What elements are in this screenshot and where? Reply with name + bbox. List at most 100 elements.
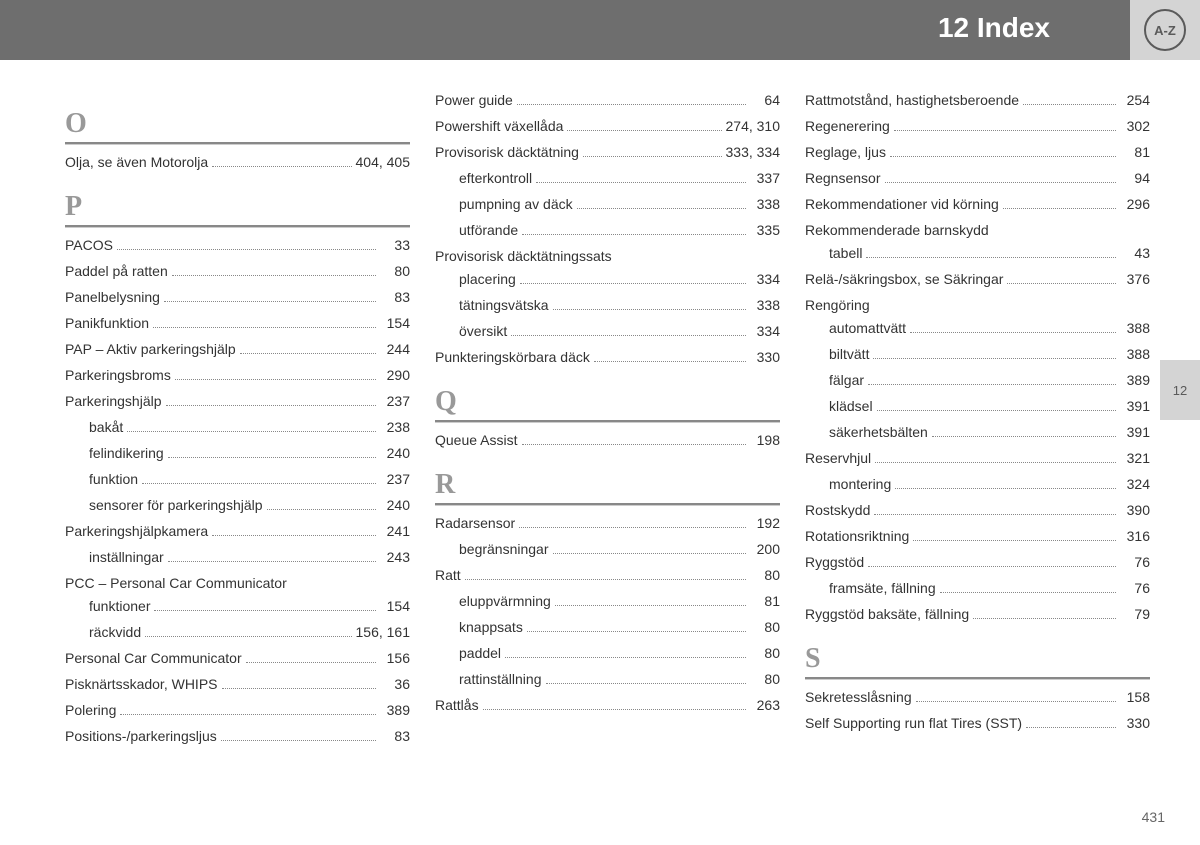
index-subentry: bakåt238 <box>65 417 410 438</box>
entry-label: paddel <box>459 643 501 664</box>
entry-label: begränsningar <box>459 539 549 560</box>
entry-label: rattinställning <box>459 669 542 690</box>
entry-page: 154 <box>380 596 410 617</box>
entry-label: Radarsensor <box>435 513 515 534</box>
entry-page: 33 <box>380 235 410 256</box>
index-subentry: funktioner 154 <box>65 596 410 617</box>
index-subentry: fälgar389 <box>805 370 1150 391</box>
entry-label: inställningar <box>89 547 164 568</box>
index-subentry: placering334 <box>435 269 780 290</box>
entry-label: efterkontroll <box>459 168 532 189</box>
entry-label: utförande <box>459 220 518 241</box>
index-subentry: tabell43 <box>805 243 1150 264</box>
dot-leader <box>916 701 1116 702</box>
index-entry: Positions-/parkeringsljus83 <box>65 726 410 747</box>
dot-leader <box>465 579 746 580</box>
entry-page: 237 <box>380 469 410 490</box>
section-letter: S <box>805 643 1150 675</box>
entry-page: 238 <box>380 417 410 438</box>
entry-label: sensorer för parkeringshjälp <box>89 495 263 516</box>
entry-page: 338 <box>750 194 780 215</box>
index-entry: Reglage, ljus81 <box>805 142 1150 163</box>
entry-label: Relä-/säkringsbox, se Säkringar <box>805 269 1003 290</box>
dot-leader <box>145 636 351 637</box>
dot-leader <box>505 657 746 658</box>
dot-leader <box>895 488 1116 489</box>
entry-label: Parkeringsbroms <box>65 365 171 386</box>
index-entry: Regnsensor94 <box>805 168 1150 189</box>
entry-page: 404, 405 <box>356 152 411 173</box>
entry-label: Olja, se även Motorolja <box>65 152 208 173</box>
index-subentry: säkerhetsbälten391 <box>805 422 1150 443</box>
entry-page: 321 <box>1120 448 1150 469</box>
dot-leader <box>127 431 376 432</box>
entry-page: 390 <box>1120 500 1150 521</box>
dot-leader <box>868 566 1116 567</box>
entry-page: 43 <box>1120 243 1150 264</box>
index-entry: Panelbelysning 83 <box>65 287 410 308</box>
entry-label: funktioner <box>89 596 150 617</box>
dot-leader <box>153 327 376 328</box>
entry-page: 240 <box>380 443 410 464</box>
entry-label: Queue Assist <box>435 430 518 451</box>
dot-leader <box>154 610 376 611</box>
entry-label: Personal Car Communicator <box>65 648 242 669</box>
entry-page: 94 <box>1120 168 1150 189</box>
entry-label: automattvätt <box>829 318 906 339</box>
entry-page: 80 <box>750 669 780 690</box>
index-column: Power guide64Powershift växellåda274, 31… <box>435 90 780 752</box>
entry-label: biltvätt <box>829 344 869 365</box>
side-chapter-tab: 12 <box>1160 360 1200 420</box>
entry-page: 83 <box>380 287 410 308</box>
dot-leader <box>142 483 376 484</box>
entry-label: Self Supporting run flat Tires (SST) <box>805 713 1022 734</box>
entry-page: 244 <box>380 339 410 360</box>
dot-leader <box>885 182 1117 183</box>
index-entry: Sekretesslåsning158 <box>805 687 1150 708</box>
entry-page: 76 <box>1120 552 1150 573</box>
header-badge-box: A-Z <box>1130 0 1200 60</box>
index-subentry: pumpning av däck338 <box>435 194 780 215</box>
header-title: 12 Index <box>938 12 1050 44</box>
index-subentry: sensorer för parkeringshjälp 240 <box>65 495 410 516</box>
section-letter: Q <box>435 386 780 418</box>
entry-label: Reglage, ljus <box>805 142 886 163</box>
index-subentry: begränsningar 200 <box>435 539 780 560</box>
entry-page: 330 <box>750 347 780 368</box>
dot-leader <box>894 130 1116 131</box>
index-entry: Regenerering302 <box>805 116 1150 137</box>
entry-page: 334 <box>750 269 780 290</box>
entry-label: Panelbelysning <box>65 287 160 308</box>
entry-page: 335 <box>750 220 780 241</box>
dot-leader <box>913 540 1116 541</box>
index-entry: Personal Car Communicator 156 <box>65 648 410 669</box>
dot-leader <box>873 358 1116 359</box>
index-entry: Parkeringshjälp237 <box>65 391 410 412</box>
entry-page: 240 <box>380 495 410 516</box>
entry-page: 156 <box>380 648 410 669</box>
entry-label: klädsel <box>829 396 873 417</box>
dot-leader <box>267 509 376 510</box>
dot-leader <box>1026 727 1116 728</box>
section-divider <box>435 503 780 505</box>
dot-leader <box>1003 208 1116 209</box>
dot-leader <box>168 561 376 562</box>
entry-label: Ryggstöd baksäte, fällning <box>805 604 969 625</box>
index-entry: Panikfunktion154 <box>65 313 410 334</box>
index-entry: Parkeringsbroms290 <box>65 365 410 386</box>
entry-page: 200 <box>750 539 780 560</box>
dot-leader <box>172 275 376 276</box>
dot-leader <box>240 353 376 354</box>
entry-page: 389 <box>380 700 410 721</box>
index-subentry: utförande 335 <box>435 220 780 241</box>
dot-leader <box>117 249 376 250</box>
dot-leader <box>511 335 746 336</box>
entry-page: 316 <box>1120 526 1150 547</box>
entry-label: Sekretesslåsning <box>805 687 912 708</box>
index-subentry: översikt334 <box>435 321 780 342</box>
entry-label: Punkteringskörbara däck <box>435 347 590 368</box>
section-divider <box>435 420 780 422</box>
entry-page: 156, 161 <box>356 622 411 643</box>
entry-label: översikt <box>459 321 507 342</box>
dot-leader <box>583 156 722 157</box>
